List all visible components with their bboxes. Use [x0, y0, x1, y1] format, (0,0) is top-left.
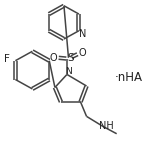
Text: O: O — [79, 48, 86, 59]
Text: F: F — [4, 54, 10, 64]
Text: N: N — [79, 29, 86, 39]
Text: NH: NH — [99, 121, 114, 131]
Text: S: S — [67, 53, 74, 63]
Text: ·nHA: ·nHA — [115, 71, 143, 84]
Text: O: O — [50, 53, 57, 63]
Text: N: N — [65, 67, 72, 76]
